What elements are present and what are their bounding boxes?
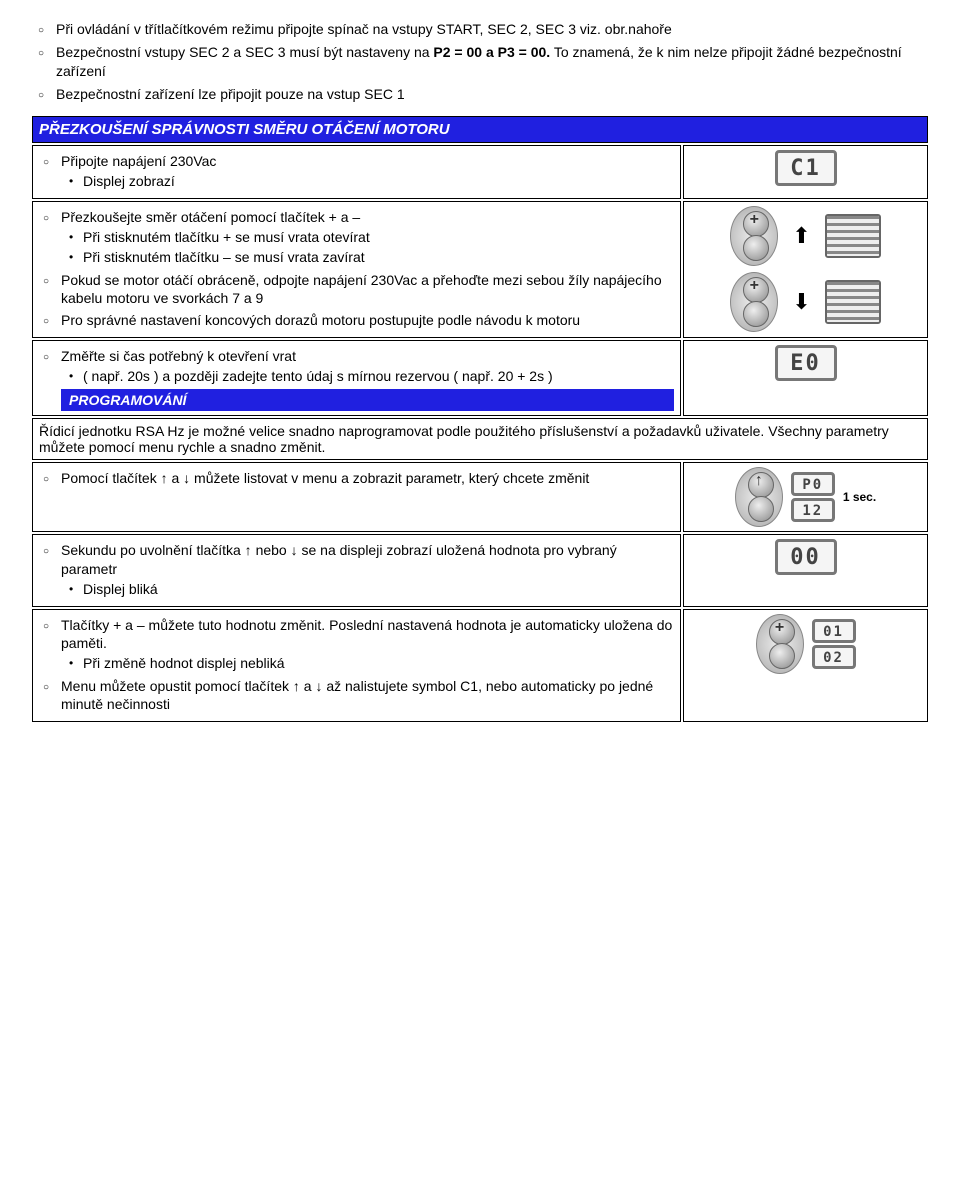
- intro-list: Při ovládání v třítlačítkovém režimu při…: [30, 20, 930, 104]
- buttons-icon: +–: [756, 614, 804, 674]
- row-6-text: Tlačítky + a – můžete tuto hodnotu změni…: [32, 609, 681, 722]
- intro-item-2: Bezpečnostní vstupy SEC 2 a SEC 3 musí b…: [56, 43, 930, 81]
- r5-l1: Sekundu po uvolnění tlačítka ↑ nebo ↓ se…: [61, 541, 674, 598]
- row-3-text: Změřte si čas potřebný k otevření vrat (…: [32, 340, 681, 416]
- display-icon: [775, 539, 837, 575]
- intro-item-1: Při ovládání v třítlačítkovém režimu při…: [56, 20, 930, 39]
- hint-text: 1 sec.: [843, 490, 876, 504]
- r6-l1: Tlačítky + a – můžete tuto hodnotu změni…: [61, 616, 674, 673]
- intro-item-3: Bezpečnostní zařízení lze připojit pouze…: [56, 85, 930, 104]
- display-icon: [791, 498, 835, 522]
- row-1-image: [683, 145, 928, 199]
- buttons-icon: +–: [730, 206, 778, 266]
- row-5-image: [683, 534, 928, 607]
- display-icon: [775, 345, 837, 381]
- display-icon: [812, 645, 856, 669]
- row-5-text: Sekundu po uvolnění tlačítka ↑ nebo ↓ se…: [32, 534, 681, 607]
- main-table: PŘEZKOUŠENÍ SPRÁVNOSTI SMĚRU OTÁČENÍ MOT…: [30, 114, 930, 724]
- row-6-image: +–: [683, 609, 928, 722]
- row-3-image: [683, 340, 928, 416]
- display-icon: [791, 472, 835, 496]
- row-1-text: Připojte napájení 230Vac Displej zobrazí: [32, 145, 681, 199]
- row-2-text: Přezkoušejte směr otáčení pomocí tlačíte…: [32, 201, 681, 338]
- display-icon: [775, 150, 837, 186]
- row-4-image: ↑↓ 1 sec.: [683, 462, 928, 532]
- row-2-image: +– +–: [683, 201, 928, 338]
- r2-l1: Přezkoušejte směr otáčení pomocí tlačíte…: [61, 208, 674, 267]
- r2-l3: Pro správné nastavení koncových dorazů m…: [61, 311, 674, 329]
- r1-line: Připojte napájení 230Vac Displej zobrazí: [61, 152, 674, 190]
- r6-l2: Menu můžete opustit pomocí tlačítek ↑ a …: [61, 677, 674, 713]
- display-icon: [812, 619, 856, 643]
- r2-l2: Pokud se motor otáčí obráceně, odpojte n…: [61, 271, 674, 307]
- shutter-icon: [825, 214, 881, 258]
- buttons-icon: ↑↓: [735, 467, 783, 527]
- arrow-icon: [786, 223, 816, 249]
- section-header-1: PŘEZKOUŠENÍ SPRÁVNOSTI SMĚRU OTÁČENÍ MOT…: [32, 116, 928, 143]
- buttons-icon: +–: [730, 272, 778, 332]
- r3-l1: Změřte si čas potřebný k otevření vrat (…: [61, 347, 674, 385]
- shutter-icon: [825, 280, 881, 324]
- prog-desc: Řídicí jednotku RSA Hz je možné velice s…: [32, 418, 928, 460]
- prog-header: PROGRAMOVÁNÍ: [61, 389, 674, 411]
- arrow-icon: [786, 289, 816, 315]
- r4-l1: Pomocí tlačítek ↑ a ↓ můžete listovat v …: [61, 469, 674, 487]
- row-4-text: Pomocí tlačítek ↑ a ↓ můžete listovat v …: [32, 462, 681, 532]
